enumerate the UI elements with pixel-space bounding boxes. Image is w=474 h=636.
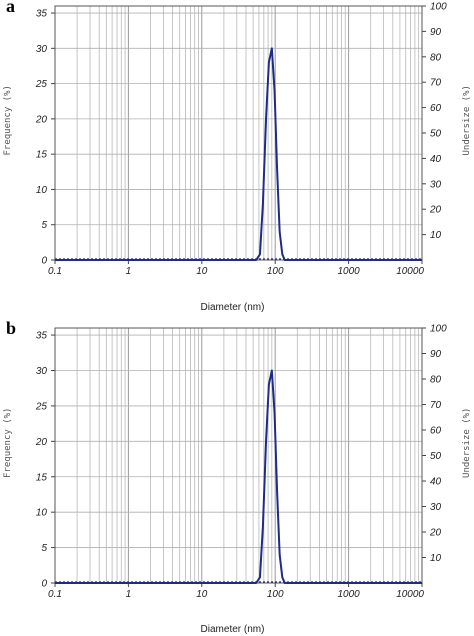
y-tick-label-right: 10 [430,553,442,564]
panel-label: a [6,0,15,16]
grid-lines [54,328,422,583]
y-tick-label-left: 35 [36,9,48,20]
y-axis-label-right: Undersize (%) [462,85,472,155]
y-tick-label-left: 15 [36,150,48,161]
y-axis-label-right: Undersize (%) [462,408,472,478]
y-tick-label-right: 50 [430,129,442,140]
y-tick-label-left: 20 [35,437,48,448]
y-tick-label-right: 90 [430,349,442,360]
y-tick-label-left: 30 [36,366,48,377]
x-tick-label: 10 [196,266,208,277]
x-axis-label: Diameter (nm) [201,624,265,635]
y-tick-label-right: 20 [429,205,442,216]
y-tick-label-right: 80 [430,375,442,386]
plot-frame [54,5,423,261]
x-tick-label: 10000 [396,266,424,277]
y-axis-label-left: Frequency (%) [3,408,13,478]
y-tick-label-left: 15 [36,472,48,483]
grid-lines [54,6,422,260]
chart-panel-b: 0 5 10 15 20 25 30 35 10 20 30 40 50 60 70 80 90 100 0.1 1 1… [3,318,472,635]
y-tick-label-right: 30 [430,502,442,513]
y-tick-label-left: 25 [35,79,48,90]
y-tick-label-left: 0 [41,256,47,267]
y-tick-label-left: 35 [36,331,48,342]
y-tick-label-right: 20 [429,528,442,539]
chart-panel-a: 0 5 10 15 20 25 30 35 10 20 30 40 50 60 70 80 90 100 0.1 1 1… [3,0,472,313]
y-tick-label-left: 5 [41,543,47,554]
x-tick-label: 1000 [337,589,360,600]
y-tick-label-left: 10 [36,185,48,196]
x-tick-label: 100 [267,589,284,600]
x-tick-label: 10 [196,589,208,600]
x-axis-label: Diameter (nm) [201,302,265,313]
x-tick-label: 0.1 [48,589,62,600]
y-tick-label-right: 10 [430,230,442,241]
y-tick-label-right: 70 [430,78,442,89]
plot-frame [54,327,423,584]
y-tick-label-left: 5 [41,220,47,231]
x-tick-label: 0.1 [48,266,62,277]
y-tick-label-right: 50 [430,451,442,462]
y-tick-label-right: 80 [430,52,442,63]
panel-label: b [6,318,16,338]
y-tick-label-left: 20 [35,114,48,125]
y-tick-label-right: 60 [430,426,442,437]
y-tick-label-right: 40 [430,154,442,165]
x-tick-label: 10000 [396,589,424,600]
y-tick-label-left: 30 [36,44,48,55]
x-tick-label: 100 [267,266,284,277]
y-tick-label-right: 70 [430,400,442,411]
x-tick-label: 1 [126,589,132,600]
y-tick-label-right: 90 [430,27,442,38]
y-tick-label-right: 40 [430,477,442,488]
y-tick-label-right: 100 [430,324,447,335]
frequency-series-line [55,369,422,584]
y-tick-label-left: 0 [41,579,47,590]
frequency-series-line [55,47,422,261]
y-tick-label-left: 25 [35,401,48,412]
y-tick-label-right: 60 [430,103,442,114]
y-tick-label-left: 10 [36,508,48,519]
y-tick-label-right: 100 [430,2,447,13]
y-axis-label-left: Frequency (%) [3,85,13,155]
x-tick-label: 1 [126,266,132,277]
x-tick-label: 1000 [337,266,360,277]
y-tick-label-right: 30 [430,179,442,190]
